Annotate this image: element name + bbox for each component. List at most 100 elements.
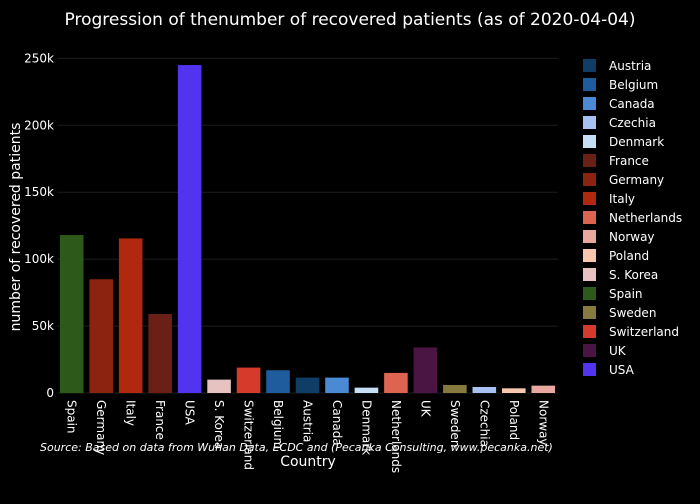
bar-switzerland[interactable] xyxy=(236,367,261,393)
legend-label: S. Korea xyxy=(609,268,658,282)
legend-label: Czechia xyxy=(609,116,656,130)
legend-swatch xyxy=(583,192,596,205)
legend-swatch xyxy=(583,268,596,281)
bar-netherlands[interactable] xyxy=(384,372,408,393)
legend-swatch xyxy=(583,344,596,357)
x-tick-label: France xyxy=(153,400,167,440)
legend-item[interactable]: Czechia xyxy=(583,116,656,130)
legend-swatch xyxy=(583,306,596,319)
chart-title: Progression of thenumber of recovered pa… xyxy=(65,10,636,30)
bar-belgium[interactable] xyxy=(266,370,290,393)
legend-swatch xyxy=(583,97,596,110)
legend-label: Poland xyxy=(609,249,649,263)
legend-item[interactable]: Sweden xyxy=(583,306,656,320)
legend-swatch xyxy=(583,211,596,224)
bar-germany[interactable] xyxy=(89,279,113,393)
legend-swatch xyxy=(583,363,596,376)
x-axis-label: Country xyxy=(280,454,336,470)
legend-item[interactable]: France xyxy=(583,154,649,168)
bar-italy[interactable] xyxy=(118,238,143,393)
y-axis-ticks: 0 50k 100k 150k 200k 250k xyxy=(24,51,54,400)
x-tick-label: Belgium xyxy=(271,400,285,449)
legend-item[interactable]: Norway xyxy=(583,230,655,244)
bar-usa[interactable] xyxy=(177,65,202,394)
x-tick-label: S. Korea xyxy=(212,400,226,449)
legend-item[interactable]: Denmark xyxy=(583,135,664,149)
x-tick-label: Canada xyxy=(330,400,344,446)
legend: Austria Belgium Canada Czechia Denmark France… xyxy=(583,59,682,377)
legend-label: Denmark xyxy=(609,135,664,149)
legend-label: USA xyxy=(609,363,635,377)
y-tick-label: 150k xyxy=(24,185,54,199)
legend-item[interactable]: Canada xyxy=(583,97,655,111)
x-tick-label: Poland xyxy=(507,400,521,440)
legend-label: Germany xyxy=(609,173,664,187)
x-tick-label: Netherlands xyxy=(389,400,403,473)
bar-uk[interactable] xyxy=(413,347,438,393)
x-axis-ticks: Spain Germany Italy France USA S. Korea Switze… xyxy=(65,400,551,473)
legend-item[interactable]: UK xyxy=(583,344,627,358)
x-tick-label: UK xyxy=(418,400,432,418)
legend-label: Austria xyxy=(609,59,651,73)
legend-item[interactable]: Netherlands xyxy=(583,211,682,225)
legend-item[interactable]: Austria xyxy=(583,59,651,73)
y-axis-label: number of recovered patients xyxy=(8,123,24,332)
x-tick-label: Switzerland xyxy=(242,400,256,470)
legend-swatch xyxy=(583,287,596,300)
legend-item[interactable]: Belgium xyxy=(583,78,658,92)
legend-swatch xyxy=(583,59,596,72)
bar-france[interactable] xyxy=(148,314,172,393)
legend-label: Spain xyxy=(609,287,643,301)
legend-swatch xyxy=(583,173,596,186)
legend-item[interactable]: USA xyxy=(583,363,635,377)
y-tick-label: 50k xyxy=(32,319,54,333)
bar-norway[interactable] xyxy=(531,385,556,393)
y-tick-label: 0 xyxy=(46,386,54,400)
bar-sweden[interactable] xyxy=(443,384,467,393)
legend-label: Belgium xyxy=(609,78,658,92)
x-tick-label: Sweden xyxy=(448,400,462,447)
source-note: Source: Based on data from Wuhan Data, E… xyxy=(40,441,553,454)
legend-label: Switzerland xyxy=(609,325,679,339)
legend-swatch xyxy=(583,135,596,148)
x-tick-label: Norway xyxy=(536,400,550,446)
legend-swatch xyxy=(583,78,596,91)
x-tick-label: Italy xyxy=(124,400,138,426)
legend-item[interactable]: Poland xyxy=(583,249,649,263)
legend-label: Netherlands xyxy=(609,211,682,225)
x-tick-label: Spain xyxy=(65,400,79,434)
y-tick-label: 100k xyxy=(24,252,54,266)
legend-swatch xyxy=(583,116,596,129)
legend-swatch xyxy=(583,154,596,167)
bar-spain[interactable] xyxy=(59,235,84,393)
x-tick-label: Denmark xyxy=(359,400,373,455)
bar-canada[interactable] xyxy=(325,377,349,393)
legend-item[interactable]: Germany xyxy=(583,173,664,187)
legend-swatch xyxy=(583,230,596,243)
y-tick-label: 200k xyxy=(24,118,54,132)
legend-label: UK xyxy=(609,344,627,358)
legend-label: Norway xyxy=(609,230,655,244)
bars xyxy=(59,65,556,394)
legend-item[interactable]: Switzerland xyxy=(583,325,679,339)
legend-swatch xyxy=(583,249,596,262)
bar-denmark[interactable] xyxy=(354,387,379,393)
legend-item[interactable]: Spain xyxy=(583,287,643,301)
x-tick-label: Czechia xyxy=(477,400,491,447)
x-tick-label: Germany xyxy=(94,400,108,455)
bar-s-korea[interactable] xyxy=(207,379,231,393)
bar-austria[interactable] xyxy=(295,377,320,393)
legend-label: Sweden xyxy=(609,306,656,320)
legend-swatch xyxy=(583,325,596,338)
y-tick-label: 250k xyxy=(24,51,54,65)
legend-label: Canada xyxy=(609,97,655,111)
bar-poland[interactable] xyxy=(502,388,526,393)
legend-item[interactable]: S. Korea xyxy=(583,268,658,282)
legend-label: France xyxy=(609,154,649,168)
legend-label: Italy xyxy=(609,192,635,206)
legend-item[interactable]: Italy xyxy=(583,192,635,206)
x-tick-label: USA xyxy=(183,400,197,426)
bar-czechia[interactable] xyxy=(472,386,497,393)
